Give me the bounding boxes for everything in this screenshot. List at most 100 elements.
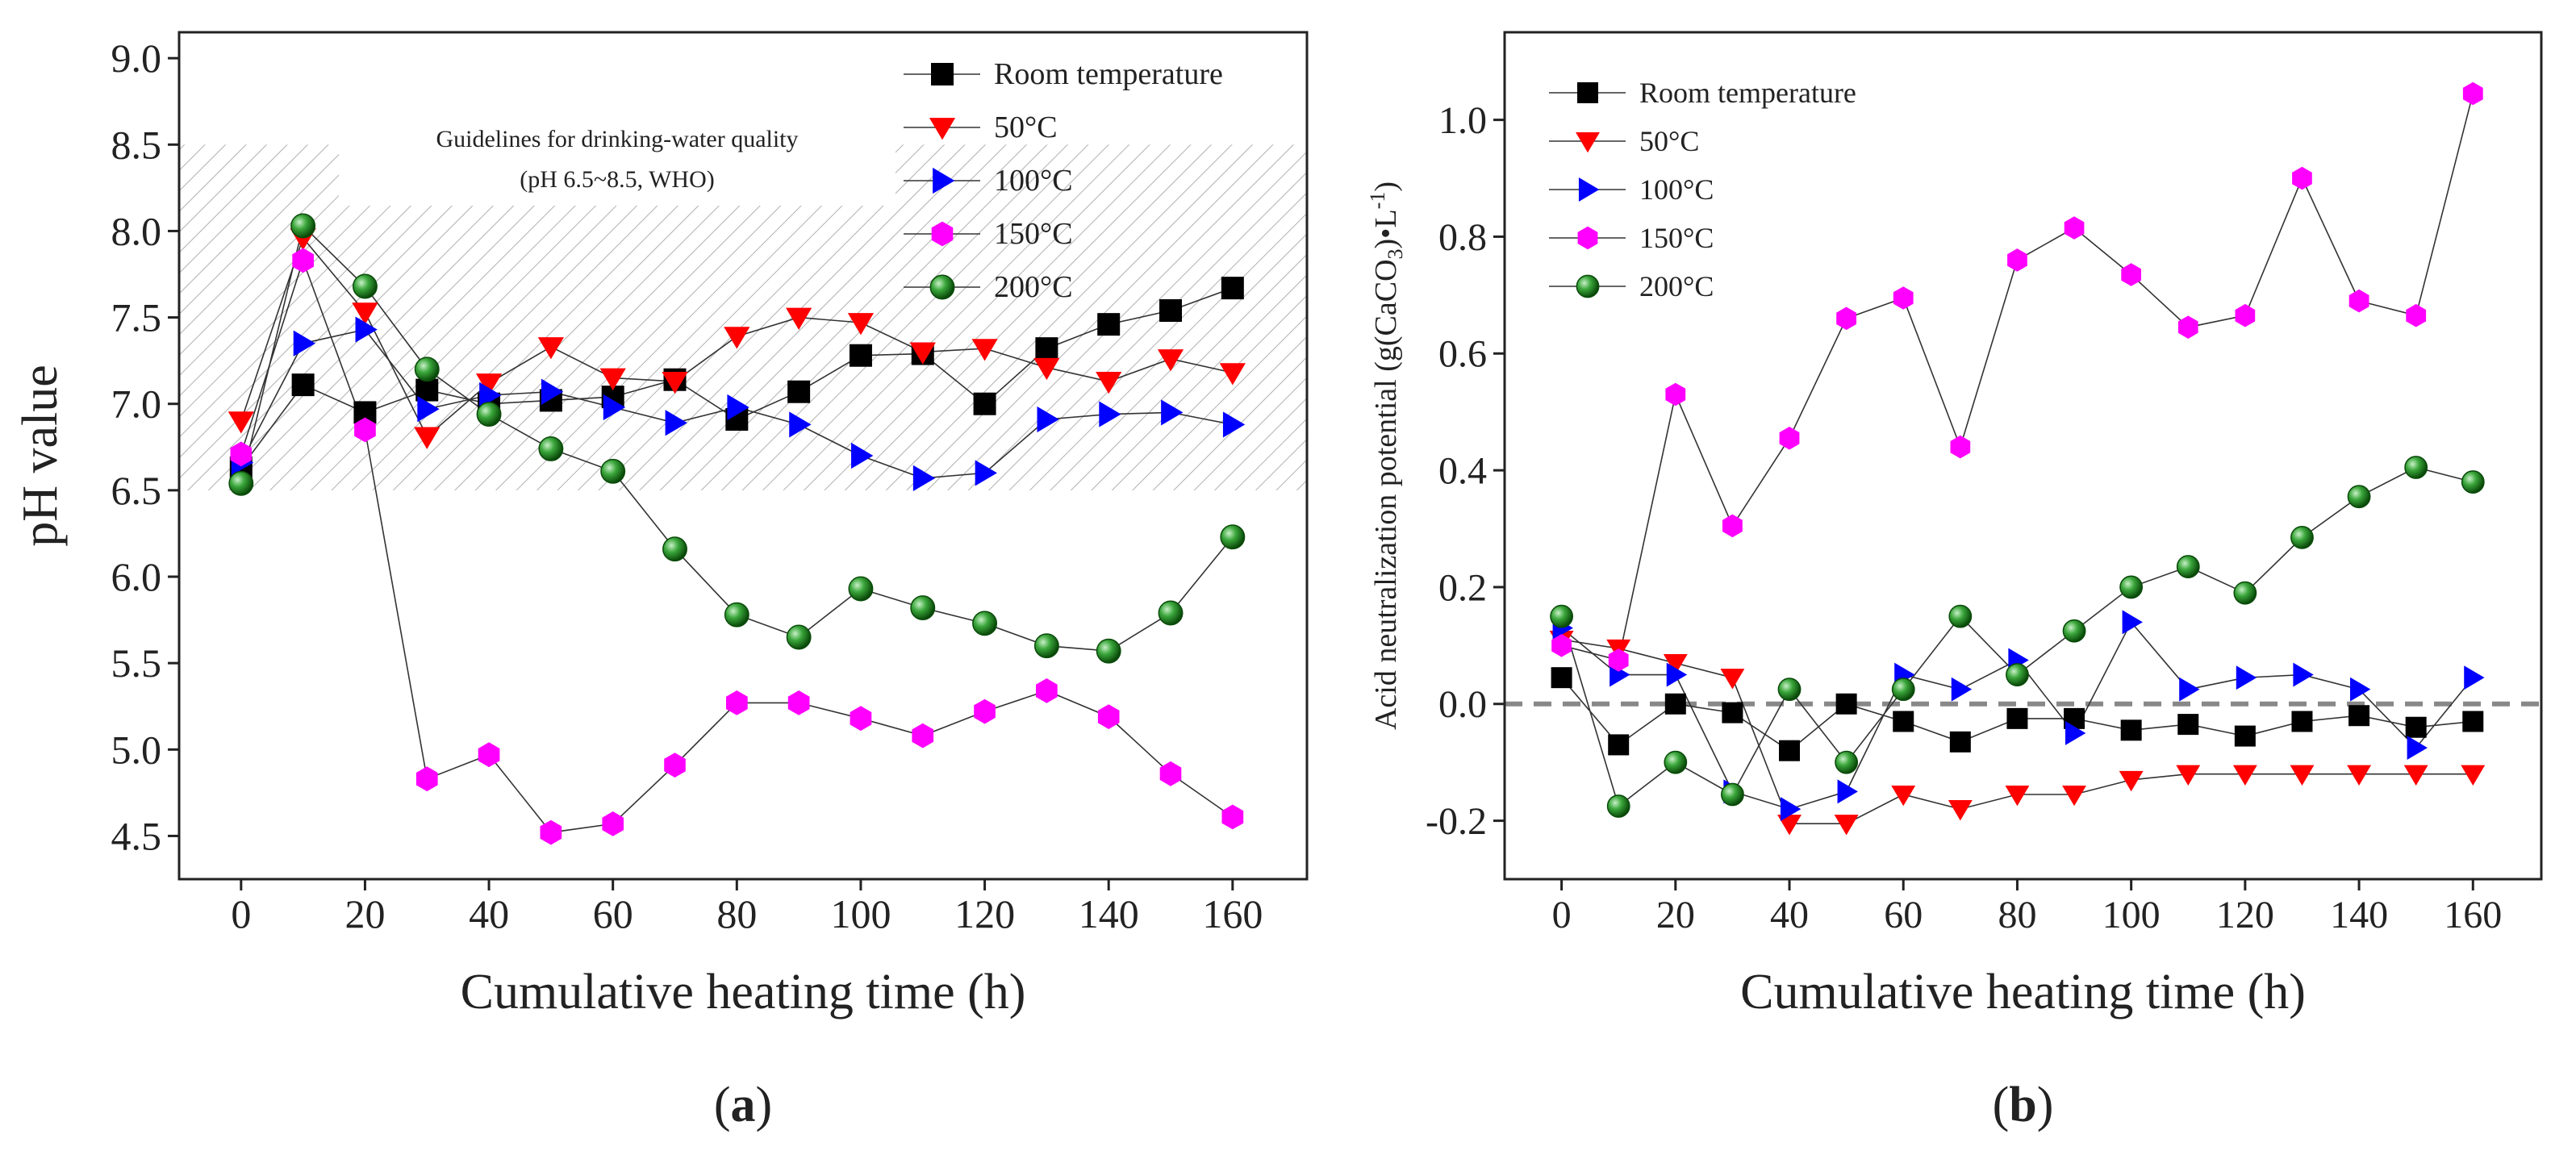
- data-point-200c: [2119, 575, 2144, 599]
- data-point-50c: [228, 411, 254, 434]
- legend-label-room-temperature: Room temperature: [994, 57, 1223, 91]
- data-point-150c: [1665, 382, 1686, 407]
- data-point-150c: [1097, 704, 1120, 729]
- data-point-200c: [2290, 525, 2314, 549]
- data-point-100c: [1780, 797, 1802, 822]
- legend-label-50c: 50°C: [1639, 125, 1699, 157]
- data-point-50c: [2232, 765, 2257, 786]
- guideline-note-background: [339, 113, 896, 206]
- data-point-room-temperature: [1608, 734, 1630, 756]
- x-tick-label: 40: [1770, 894, 1809, 936]
- data-point-200c: [2006, 663, 2029, 686]
- data-point-200c: [2347, 485, 2371, 509]
- data-point-150c: [664, 753, 686, 778]
- data-point-100c: [1222, 411, 1246, 438]
- data-point-200c: [538, 436, 564, 461]
- data-point-200c: [910, 595, 936, 621]
- y-axis-label-a: pH value: [13, 365, 68, 547]
- data-point-50c: [2347, 765, 2372, 786]
- data-point-room-temperature: [1835, 693, 1857, 715]
- data-point-50c: [1033, 357, 1060, 381]
- data-point-200c: [1664, 750, 1688, 774]
- y-tick-label: 8.5: [111, 122, 162, 167]
- data-point-room-temperature: [2405, 716, 2427, 738]
- y-axis-label-b-subscript: 3: [1384, 248, 1407, 259]
- data-point-150c: [602, 811, 624, 836]
- data-point-room-temperature: [1035, 337, 1058, 361]
- data-point-50c: [662, 371, 688, 394]
- data-point-100c: [293, 330, 316, 357]
- x-tick-label: 160: [1202, 891, 1263, 936]
- data-point-150c: [292, 248, 314, 273]
- guideline-text-line-1: Guidelines for drinking-water quality: [436, 126, 798, 152]
- data-point-100c: [1666, 662, 1688, 687]
- legend-label-100c: 100°C: [994, 164, 1073, 198]
- y-tick-label: 0.6: [1438, 333, 1487, 376]
- data-point-150c: [1836, 306, 1856, 331]
- data-point-200c: [290, 213, 316, 239]
- data-point-200c: [2176, 555, 2200, 578]
- x-tick-label: 120: [954, 891, 1015, 936]
- y-tick-label: 8.0: [111, 208, 162, 253]
- data-point-50c: [2290, 765, 2315, 786]
- data-point-150c: [1893, 286, 1914, 310]
- legend-label-200c: 200°C: [994, 270, 1073, 304]
- data-point-50c: [847, 313, 875, 336]
- data-point-200c: [1096, 638, 1121, 664]
- data-point-100c: [727, 394, 749, 421]
- data-point-100c: [789, 411, 812, 438]
- data-point-200c: [1550, 604, 1574, 628]
- y-tick-label: -0.2: [1426, 800, 1487, 843]
- data-point-room-temperature: [1893, 711, 1914, 732]
- data-point-150c: [2348, 289, 2369, 313]
- panel-label-close-paren: ): [756, 1078, 773, 1132]
- data-point-50c: [1157, 349, 1184, 372]
- data-point-room-temperature: [973, 392, 996, 415]
- data-point-50c: [1720, 669, 1745, 690]
- data-point-room-temperature: [2120, 719, 2142, 741]
- data-point-200c: [972, 611, 998, 636]
- data-point-room-temperature: [787, 380, 811, 403]
- legend-marker-200c: [1576, 274, 1600, 298]
- legend-marker-200c: [929, 274, 955, 300]
- data-point-200c: [848, 576, 874, 602]
- legend-label-room-temperature: Room temperature: [1639, 77, 1856, 109]
- data-point-room-temperature: [2234, 725, 2256, 747]
- data-point-50c: [2005, 785, 2030, 807]
- data-point-150c: [2177, 315, 2198, 339]
- data-point-100c: [2236, 665, 2257, 690]
- data-point-100c: [2293, 662, 2314, 687]
- data-point-150c: [912, 723, 934, 748]
- y-axis-label-b-end: ): [1369, 181, 1403, 192]
- data-point-room-temperature: [1221, 277, 1244, 300]
- data-point-150c: [230, 441, 253, 467]
- legend-a: Room temperature 50°C 100°C 150°C 200°C: [904, 57, 1223, 304]
- x-tick-label: 0: [231, 891, 251, 936]
- legend-marker-100c: [1578, 177, 1600, 202]
- data-point-200c: [600, 458, 626, 484]
- data-point-room-temperature: [2462, 711, 2484, 732]
- data-point-200c: [1606, 794, 1630, 818]
- series-line-200c: [1560, 466, 2474, 807]
- y-tick-label: 0.0: [1438, 683, 1487, 726]
- x-tick-label: 40: [469, 891, 509, 936]
- data-point-50c: [2461, 765, 2486, 786]
- x-tick-label: 140: [1079, 891, 1139, 936]
- data-point-150c: [726, 690, 748, 715]
- x-tick-label: 80: [716, 891, 757, 936]
- data-point-100c: [1161, 399, 1184, 426]
- data-point-100c: [975, 460, 997, 486]
- data-point-200c: [2062, 619, 2086, 643]
- legend-label-100c: 100°C: [1639, 173, 1714, 206]
- data-point-200c: [1948, 604, 1973, 628]
- series-group-a: [228, 213, 1246, 845]
- data-point-200c: [352, 273, 378, 299]
- data-point-150c: [1221, 804, 1244, 830]
- data-point-room-temperature: [2177, 714, 2199, 736]
- data-point-150c: [478, 742, 500, 768]
- x-tick-label: 100: [830, 891, 891, 936]
- data-point-150c: [2406, 303, 2427, 327]
- legend-marker-50c: [1576, 131, 1600, 153]
- data-point-50c: [724, 327, 750, 349]
- panel-label-open-paren: (: [1993, 1078, 2010, 1132]
